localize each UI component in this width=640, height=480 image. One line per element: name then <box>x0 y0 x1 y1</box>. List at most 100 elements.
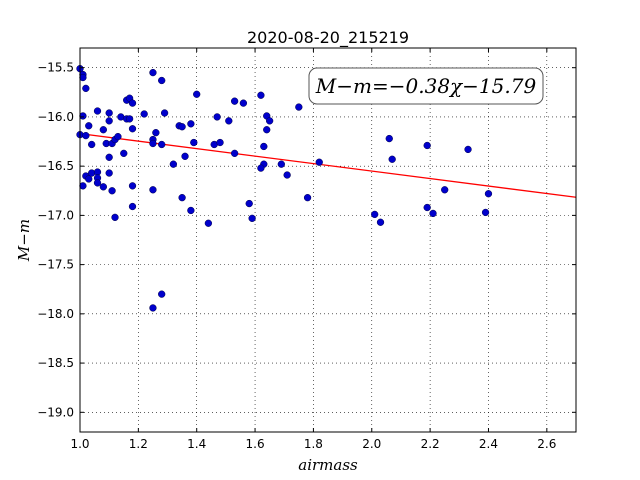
x-tick-label: 1.6 <box>246 437 265 451</box>
data-point <box>265 117 274 125</box>
data-point <box>230 149 239 158</box>
data-point <box>181 152 189 160</box>
data-point <box>149 139 157 148</box>
y-tick-label: −17.5 <box>37 258 74 272</box>
data-point <box>169 160 178 168</box>
data-point <box>263 126 271 134</box>
data-point <box>178 194 186 202</box>
data-point <box>315 158 323 166</box>
data-point <box>160 109 169 117</box>
data-point <box>120 149 128 158</box>
data-point <box>464 145 472 154</box>
data-point <box>303 194 312 202</box>
fit-equation-border <box>308 67 544 105</box>
data-point <box>111 213 119 222</box>
data-point <box>423 203 431 212</box>
x-tick-label: 1.4 <box>187 437 206 451</box>
data-point <box>187 206 195 215</box>
data-point <box>213 113 221 121</box>
y-tick-label: −19.0 <box>37 405 74 419</box>
data-point <box>388 155 396 163</box>
data-point <box>429 209 437 218</box>
data-point <box>128 202 137 211</box>
data-point <box>140 110 148 118</box>
data-point <box>108 187 116 195</box>
y-tick-label: −18.0 <box>37 307 74 321</box>
x-tick-label: 1.2 <box>129 437 148 451</box>
data-point <box>187 120 195 128</box>
data-point <box>149 304 157 312</box>
data-point <box>158 76 166 85</box>
grid-lines <box>79 48 576 432</box>
data-point <box>105 169 113 177</box>
x-axis-label: airmass <box>298 456 358 474</box>
chart-title: 2020-08-20_215219 <box>247 28 409 48</box>
y-axis-label: M−m <box>15 219 33 262</box>
data-point <box>88 140 96 149</box>
data-point <box>149 68 157 77</box>
data-point <box>481 208 490 217</box>
data-point <box>99 183 107 191</box>
data-point <box>230 97 239 105</box>
data-point <box>85 175 93 183</box>
data-point <box>79 73 87 82</box>
scatter-points <box>76 65 493 312</box>
fit-equation: M−m=−0.38χ−15.79 <box>315 74 537 98</box>
data-point <box>105 109 113 117</box>
data-point <box>204 219 213 227</box>
data-point <box>260 142 268 151</box>
x-tick-label: 2.0 <box>362 437 381 451</box>
data-point <box>257 164 265 172</box>
data-point <box>158 290 166 298</box>
data-point <box>277 160 285 168</box>
data-point <box>128 125 137 133</box>
plot-frame <box>79 47 577 433</box>
y-tick-label: −17.0 <box>37 208 74 222</box>
y-tick-label: −15.5 <box>37 61 74 75</box>
data-point <box>125 115 134 123</box>
data-point <box>245 199 253 208</box>
data-point <box>484 190 493 198</box>
data-point <box>158 140 166 149</box>
data-point <box>105 153 113 161</box>
data-point <box>93 107 102 115</box>
fit-equation-box: M−m=−0.38χ−15.79 <box>308 67 544 105</box>
data-point <box>149 186 157 194</box>
data-point <box>248 214 256 222</box>
y-tick-label: −16.5 <box>37 159 74 173</box>
data-point <box>239 99 248 107</box>
data-point <box>295 103 303 111</box>
data-point <box>93 179 102 187</box>
data-point <box>82 131 90 140</box>
data-point <box>385 134 393 143</box>
data-point <box>152 129 160 137</box>
x-tick-label: 2.4 <box>479 437 498 451</box>
data-point <box>85 122 93 130</box>
data-point <box>79 182 87 190</box>
data-point <box>371 210 379 219</box>
data-point <box>216 138 224 147</box>
x-tick-label: 2.2 <box>421 437 440 451</box>
data-point <box>79 112 87 120</box>
x-tick-label: 1.8 <box>304 437 323 451</box>
data-point <box>114 132 122 141</box>
data-point <box>193 90 201 98</box>
data-point <box>257 91 265 99</box>
data-point <box>225 117 233 125</box>
axis-ticks: 1.0 1.2 1.4 1.6 1.8 2.0 2.2 2.4 2.6 −15.5 −16.0 −16… <box>37 48 576 451</box>
y-tick-label: −18.5 <box>37 356 74 370</box>
x-tick-label: 2.6 <box>537 437 556 451</box>
data-point <box>376 218 385 226</box>
data-point <box>190 138 198 147</box>
data-point <box>105 117 113 125</box>
data-point <box>178 123 186 131</box>
data-point <box>128 99 137 107</box>
data-point <box>99 126 107 134</box>
data-point <box>128 182 137 190</box>
data-point <box>283 171 291 179</box>
x-tick-label: 1.0 <box>70 437 89 451</box>
y-tick-label: −16.0 <box>37 110 74 124</box>
data-point <box>441 186 449 194</box>
data-point <box>423 141 431 150</box>
